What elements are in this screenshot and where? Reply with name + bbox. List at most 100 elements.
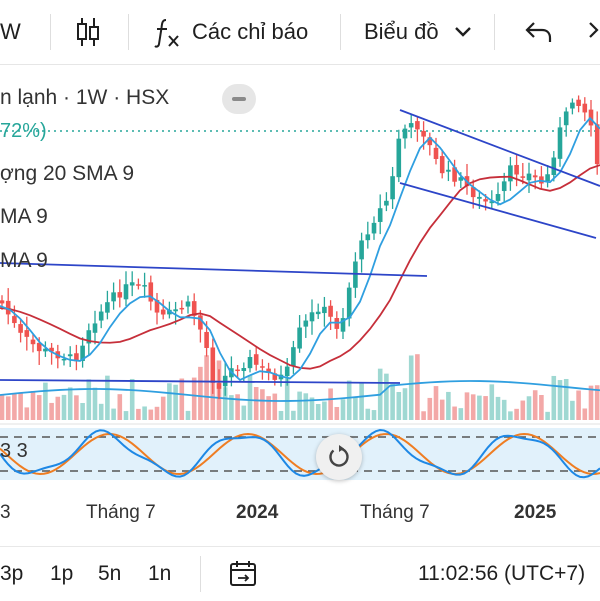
stochastic-legend[interactable]: 3 3 — [0, 440, 28, 463]
range-label: 5n — [98, 562, 122, 585]
volume-bar — [173, 384, 178, 420]
range-button-3p[interactable]: 3p — [0, 547, 23, 601]
volume-bar — [458, 408, 464, 420]
candle-body — [266, 368, 271, 373]
volume-bar — [198, 366, 203, 420]
candle-body — [24, 330, 30, 337]
trendline-channel-top[interactable] — [399, 109, 600, 187]
volume-bar — [30, 391, 36, 420]
volume-bar — [0, 395, 5, 420]
volume-bar — [452, 406, 457, 420]
range-button-1n[interactable]: 1n — [148, 547, 171, 601]
candle-body — [136, 284, 141, 286]
candle-body — [365, 234, 371, 241]
volume-bar — [43, 382, 48, 420]
candle-body — [520, 176, 526, 178]
range-button-1p[interactable]: 1p — [50, 547, 73, 601]
candle-body — [49, 347, 54, 352]
volume-bar — [284, 377, 290, 420]
timezone-button[interactable]: 11:02:56 (UTC+7) — [418, 547, 585, 601]
volume-bar — [322, 401, 327, 420]
symbol-title: n lạnh · 1W · HSX — [0, 86, 170, 109]
volume-bar — [477, 395, 482, 420]
volume-bar — [297, 391, 302, 420]
indicators-label: Các chỉ báo — [192, 19, 309, 44]
sma-legend-1[interactable]: MA 9 — [0, 205, 48, 229]
candle-body — [576, 99, 581, 106]
legend-collapse-button[interactable] — [222, 84, 256, 114]
redo-button[interactable] — [586, 0, 600, 64]
volume-bar — [86, 379, 92, 420]
volume-bar — [204, 355, 209, 420]
stochastic-d-line — [0, 432, 600, 475]
candle-body — [86, 330, 92, 344]
symbol-legend[interactable]: n lạnh · 1W · HSX — [0, 86, 169, 110]
candle-body — [421, 130, 426, 137]
volume-bar — [253, 387, 259, 420]
range-button-5n[interactable]: 5n — [98, 547, 121, 601]
volume-bar — [539, 394, 544, 420]
volume-bar — [446, 391, 451, 420]
volume-bar — [464, 392, 470, 420]
trendlines[interactable] — [0, 109, 600, 384]
range-label: 3p — [0, 562, 24, 585]
candle-body — [309, 312, 315, 322]
candle-body — [477, 196, 482, 199]
volume-bar — [241, 405, 247, 420]
candle-body — [253, 354, 259, 365]
volume-bar — [123, 411, 129, 420]
candle-body — [470, 187, 476, 198]
volume-bar — [576, 390, 581, 420]
volume-bars — [0, 354, 600, 420]
interval-label: W — [0, 19, 21, 44]
sma-legend-2[interactable]: MA 9 — [0, 249, 48, 273]
candle-body — [384, 200, 389, 206]
chart-area[interactable]: n lạnh · 1W · HSX 72%) ợng 20 SMA 9 MA 9… — [0, 64, 600, 536]
candle-body — [526, 173, 532, 181]
chart-type-dropdown[interactable]: Biểu đồ — [364, 0, 473, 64]
volume-bar — [427, 397, 433, 420]
volume-bar — [179, 378, 185, 420]
volume-bar — [526, 396, 532, 420]
candle-body — [284, 366, 290, 377]
reset-chart-button[interactable] — [316, 434, 362, 480]
bottom-toolbar: 3p 1p 5n 1n 11:02:56 (UTC+7) — [0, 546, 600, 601]
toolbar-divider — [128, 14, 129, 50]
interval-button[interactable]: W — [0, 0, 21, 64]
volume-bar — [142, 406, 147, 420]
volume-bar — [396, 391, 402, 420]
trendline-resistance[interactable] — [0, 262, 428, 277]
undo-button[interactable] — [524, 0, 554, 64]
candle-type-button[interactable] — [74, 0, 102, 64]
trendline-channel-bottom[interactable] — [399, 182, 597, 239]
trendline-support[interactable] — [0, 379, 401, 384]
volume-bar — [303, 393, 309, 420]
candle-body — [563, 111, 569, 126]
volume-bar — [390, 383, 395, 420]
candle-body — [322, 306, 327, 314]
indicators-button[interactable]: Các chỉ báo — [152, 0, 308, 64]
candle-body — [408, 123, 414, 128]
volume-bar — [154, 406, 160, 420]
candle-body — [67, 354, 73, 357]
candle-body — [557, 127, 563, 159]
candle-body — [43, 348, 48, 352]
candle-body — [359, 240, 364, 260]
volume-bar — [129, 378, 135, 420]
price-chart[interactable] — [0, 64, 600, 536]
volume-legend[interactable]: ợng 20 SMA 9 — [0, 162, 134, 186]
time-axis-label: 2024 — [236, 502, 279, 523]
go-to-date-button[interactable] — [228, 547, 258, 601]
time-axis-label: 3 — [0, 502, 11, 523]
bottom-divider — [200, 556, 201, 592]
volume-bar — [136, 408, 141, 420]
candle-body — [173, 309, 178, 312]
candle-body — [458, 177, 464, 181]
volume-bar — [470, 394, 476, 420]
minus-icon — [232, 97, 246, 101]
candle-body — [185, 301, 191, 307]
volume-bar — [402, 388, 408, 420]
stochastic-legend-text: 3 3 — [0, 440, 28, 462]
toolbar-divider — [50, 14, 51, 50]
volume-legend-text: ợng 20 SMA 9 — [0, 162, 135, 185]
